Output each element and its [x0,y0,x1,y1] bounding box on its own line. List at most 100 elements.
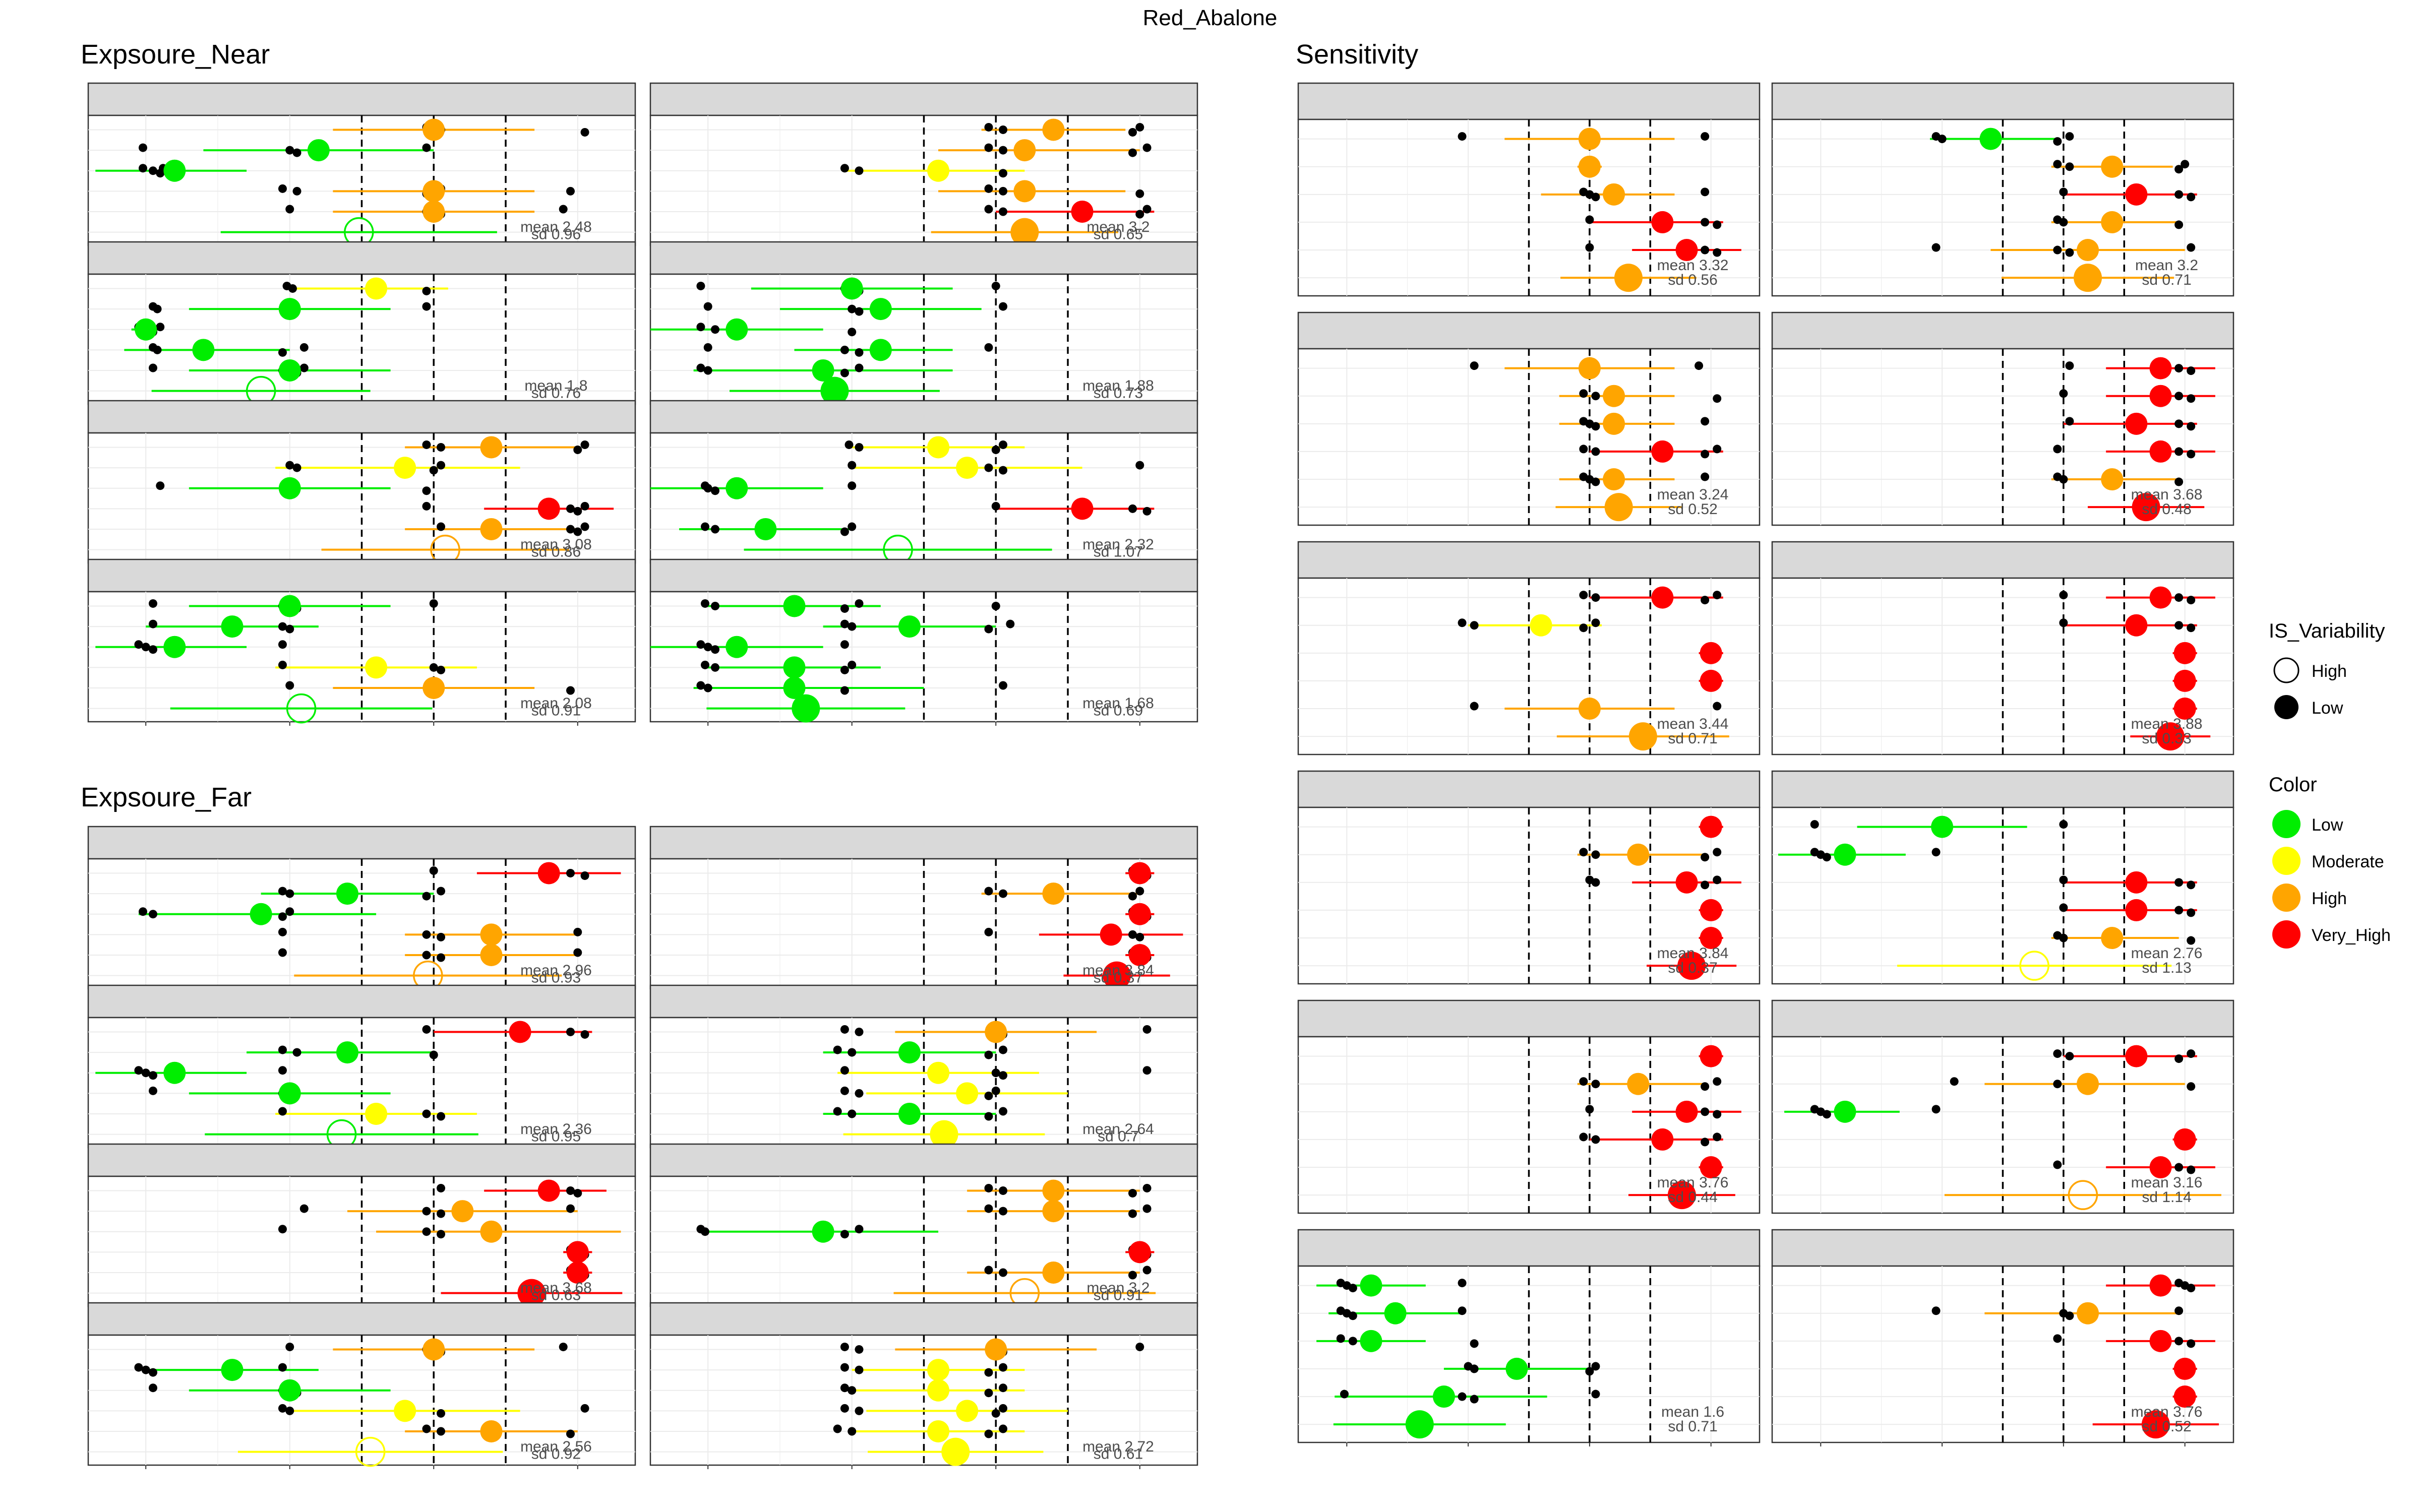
data-point [855,166,864,175]
score-point [812,1220,834,1243]
data-point [134,1066,143,1075]
legend-variability-title: IS_Variability [2269,620,2385,642]
mean-annotation: mean 2.08 [520,695,592,712]
panel-strip [87,241,636,275]
data-point [278,640,287,649]
mean-annotation: mean 3.68 [520,1280,592,1296]
score-point [898,615,921,638]
score-point [1700,815,1722,838]
data-point [1591,392,1600,401]
score-point [422,180,445,203]
data-point [1713,1110,1722,1119]
data-point [991,1068,1000,1078]
mean-annotation: mean 2.56 [520,1438,592,1455]
data-point [1701,450,1710,459]
data-point [1470,361,1479,370]
data-point [2174,419,2184,428]
sd-value: 0.37 [1114,970,1143,986]
data-point [2053,245,2062,255]
data-point [437,522,446,531]
score-point [221,615,244,638]
score-point [2068,1180,2098,1210]
data-point [139,143,147,152]
data-point [1135,461,1144,470]
panel-strip [1771,82,2234,120]
mean-value: 2.76 [2173,945,2202,962]
sd-value: 0.93 [552,970,581,986]
data-point [1591,878,1600,887]
data-point [848,481,857,490]
mean-value: 3.24 [1699,486,1728,503]
data-point [2059,389,2068,398]
data-point [1006,619,1015,628]
score-point [1651,211,1674,233]
data-point [2059,820,2068,829]
score-point [1071,200,1094,223]
data-point [2174,364,2184,373]
data-point [2187,1082,2196,1091]
score-point [1675,871,1698,894]
data-point [2059,618,2068,627]
mean-value: 3.68 [562,1280,591,1296]
data-point [285,1342,294,1351]
expsoure-near-panel-mean-precipitation: mean 1.8sd 0.76 [87,241,636,406]
legend-color-moderate-symbol [2272,847,2301,875]
data-point [2065,1052,2074,1061]
data-point [1128,148,1137,157]
panel-strip [649,558,1198,593]
data-point [848,1048,857,1057]
data-point [840,1230,849,1239]
data-point [1135,210,1144,219]
panel-strip [649,1143,1198,1177]
data-point [2065,1311,2074,1320]
data-point [991,281,1000,290]
mean-value: 2.96 [562,962,591,979]
data-point [1591,422,1600,431]
score-point [2101,927,2124,950]
data-point [1585,243,1594,252]
data-point [999,466,1008,475]
data-point [840,1086,849,1095]
legend-variability-low-label: Low [2312,699,2343,718]
data-point [1348,1311,1357,1320]
data-point [2174,1054,2184,1063]
score-point [1700,642,1722,664]
data-point [2187,1284,2196,1293]
score-point [1700,1045,1722,1067]
data-point [1701,218,1710,227]
data-point [1128,504,1137,513]
data-point [285,907,294,916]
data-point [1713,702,1722,711]
score-point [2019,951,2049,981]
data-point [1458,618,1467,627]
sd-annotation: sd 0.37 [1094,970,1143,986]
data-point [840,1066,849,1075]
mean-annotation: mean 3.2 [2135,257,2198,274]
score-point [2125,899,2148,921]
data-point [1579,591,1588,600]
data-point [580,871,589,880]
data-point [1128,1271,1137,1280]
data-point [437,1183,446,1192]
data-point [984,887,993,896]
score-point [1360,1274,1382,1297]
data-point [1591,1135,1600,1144]
score-point [1834,1100,1856,1123]
data-point [703,343,712,352]
data-point [1128,930,1137,939]
data-point [1348,1337,1357,1346]
sd-value: 0.69 [1114,703,1143,719]
sd-annotation: sd 0.71 [1668,730,1717,747]
mean-value: 2.08 [562,695,591,712]
data-point [566,186,575,196]
sd-annotation: sd 0.71 [2142,272,2191,288]
data-point [2053,445,2062,454]
data-point [429,1050,438,1059]
score-point [2173,698,2196,720]
legend-color-very-high-symbol [2272,920,2301,949]
